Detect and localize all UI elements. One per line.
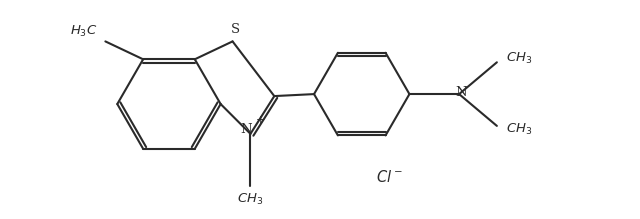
Text: N: N (241, 123, 252, 136)
Text: +: + (256, 115, 265, 125)
Text: $H_3C$: $H_3C$ (70, 24, 97, 39)
Text: $Cl^-$: $Cl^-$ (376, 169, 403, 185)
Text: S: S (231, 23, 240, 36)
Text: N: N (455, 86, 467, 99)
Text: $CH_3$: $CH_3$ (506, 51, 532, 66)
Text: $CH_3$: $CH_3$ (506, 122, 532, 137)
Text: $CH_3$: $CH_3$ (237, 192, 264, 207)
